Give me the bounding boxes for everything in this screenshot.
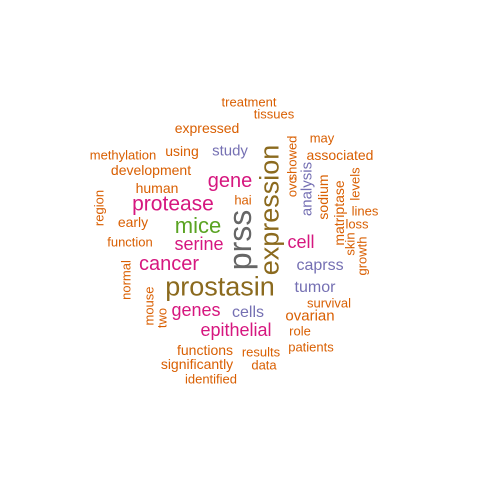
word-caprss: caprss [296, 257, 344, 274]
word-may: may [309, 130, 335, 146]
word-loss: loss [345, 216, 369, 232]
word-role: role [289, 323, 311, 339]
word-results: results [241, 344, 281, 360]
word-protease: protease [132, 192, 214, 216]
word-prostasin: prostasin [165, 271, 275, 302]
word-data: data [251, 357, 277, 373]
word-human: human [135, 180, 179, 196]
word-survival: survival [306, 295, 352, 311]
word-lines: lines [351, 203, 379, 219]
word-development: development [110, 162, 192, 178]
word-sodium: sodium [315, 174, 331, 220]
word-expressed: expressed [174, 120, 240, 136]
word-region: region [91, 189, 107, 227]
word-treatment: treatment [221, 94, 277, 110]
word-two: two [154, 307, 170, 329]
word-tumor: tumor [294, 279, 336, 296]
word-associated: associated [306, 147, 374, 163]
word-mice: mice [174, 213, 222, 238]
word-significantly: significantly [160, 356, 234, 372]
word-growth: growth [354, 236, 370, 276]
word-analysis: analysis [298, 161, 316, 217]
word-gene: gene [207, 170, 253, 192]
word-normal: normal [118, 260, 134, 300]
word-ovarian: ovarian [285, 307, 335, 325]
word-using: using [165, 143, 199, 159]
word-tissues: tissues [253, 106, 295, 122]
word-identified: identified [184, 371, 238, 387]
word-functions: functions [176, 342, 234, 358]
word-function: function [107, 234, 153, 250]
word-genes: genes [171, 300, 221, 320]
word-patients: patients [288, 339, 334, 355]
word-hai: hai [234, 192, 252, 208]
word-early: early [117, 214, 149, 230]
word-levels: levels [347, 167, 363, 201]
word-expression: expression [254, 144, 285, 276]
word-cell: cell [287, 232, 315, 252]
word-methylation: methylation [89, 147, 157, 163]
word-cancer: cancer [138, 253, 200, 275]
word-study: study [212, 142, 248, 160]
word-ovc: ovc [284, 176, 300, 198]
word-cells: cells [231, 304, 265, 321]
word-showed: showed [284, 135, 300, 181]
word-serine: serine [174, 234, 224, 254]
word-epithelial: epithelial [200, 320, 272, 340]
word-prss: prss [222, 209, 258, 271]
